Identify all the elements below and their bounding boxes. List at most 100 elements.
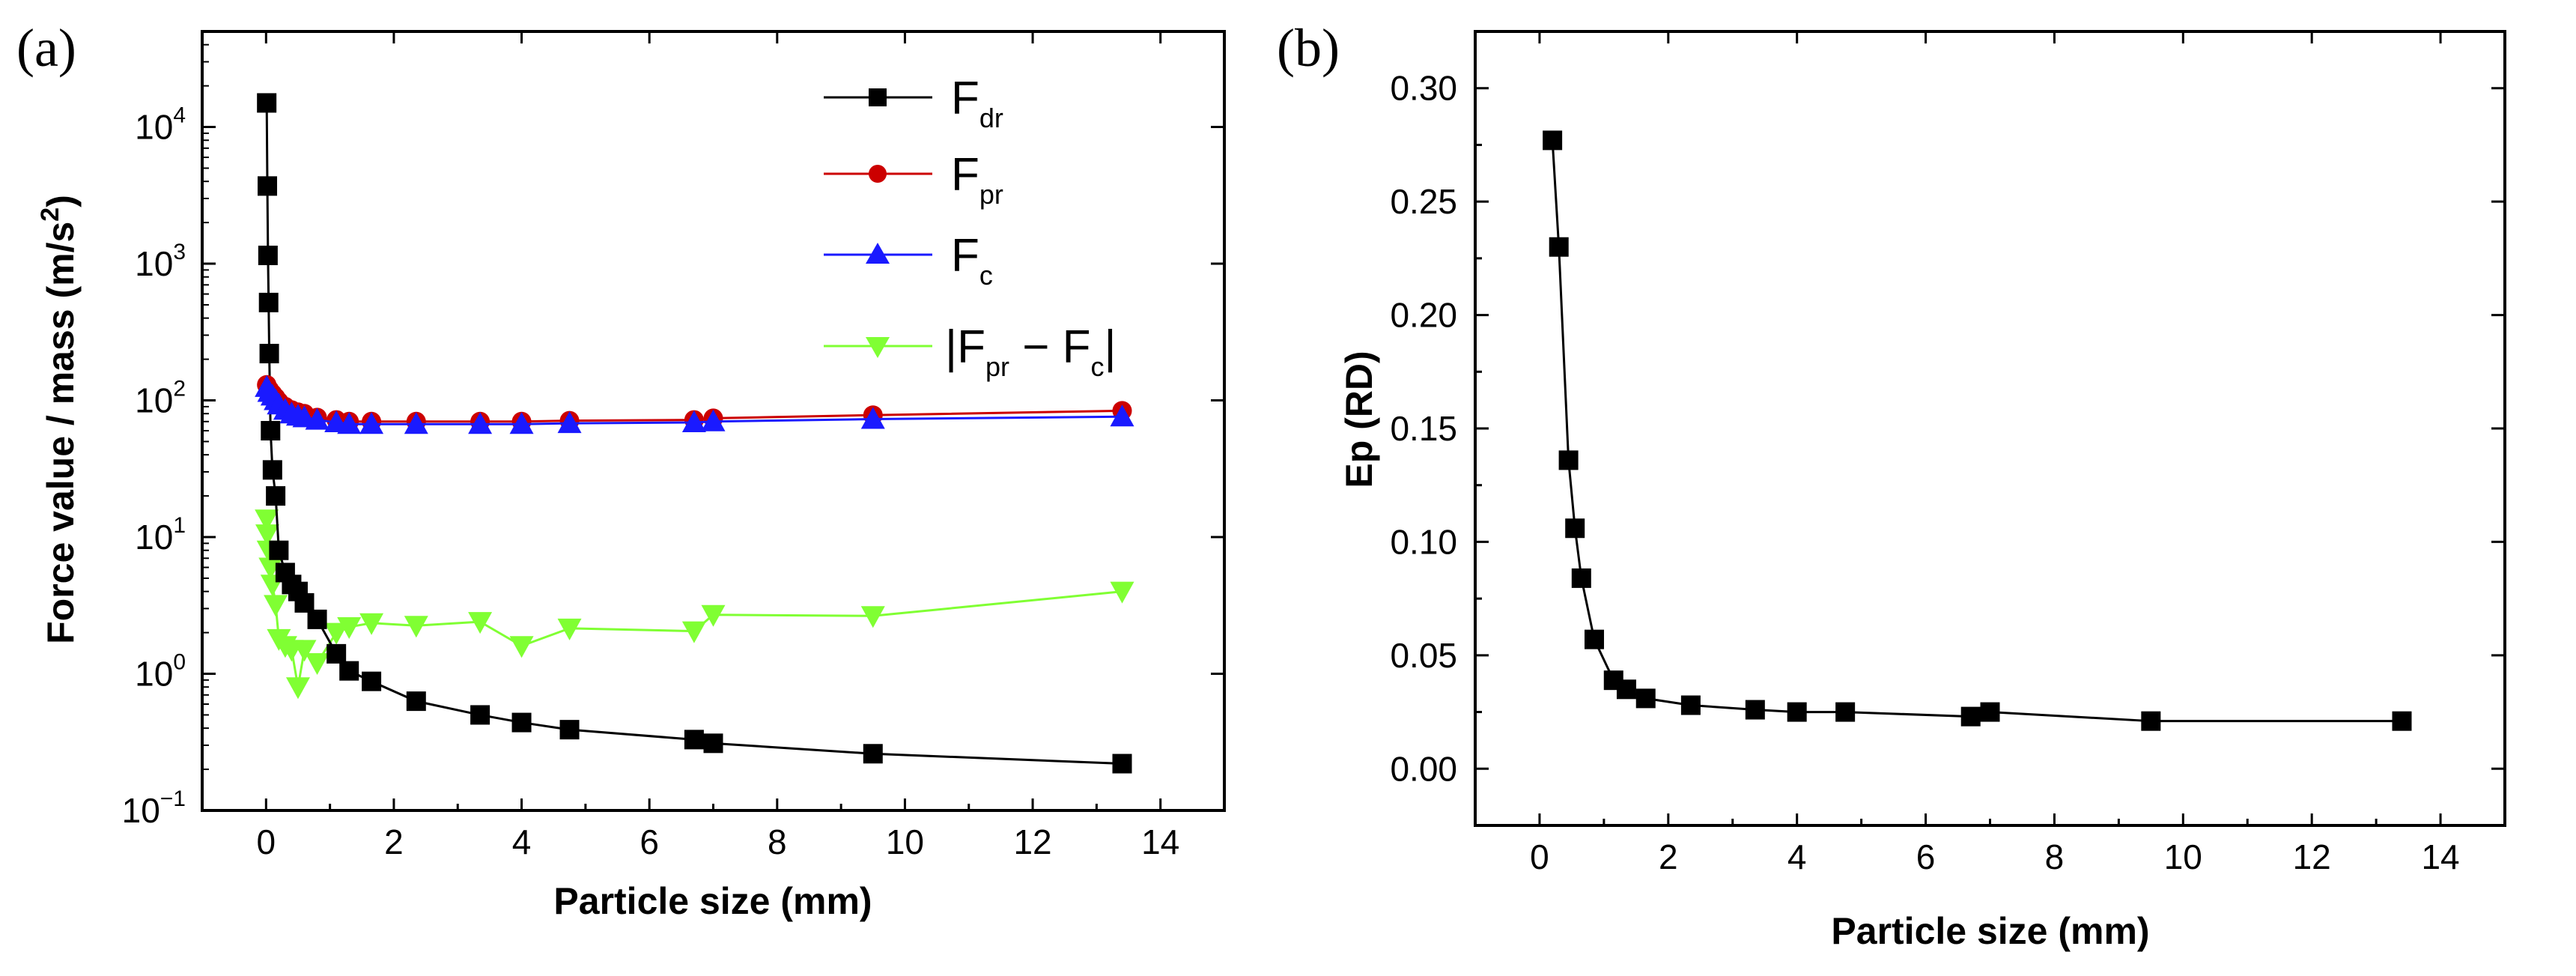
panel-a-y-axis-title-sup: 2 [36, 207, 64, 222]
panel-b-x-tick-label: 2 [1659, 837, 1678, 876]
data-point-diff [324, 622, 349, 645]
data-point-diff [557, 618, 582, 640]
panel-b-frame [1474, 30, 2506, 827]
panel-a-x-tick-label: 6 [640, 822, 659, 861]
panel-b-x-tick-label: 14 [2421, 837, 2459, 876]
legend-label-f-pr: Fpr [951, 149, 1003, 210]
legend-entry-diff: |Fpr − Fc| [824, 321, 1117, 382]
legend-marker-f-dr [869, 88, 887, 106]
data-point-diff [255, 509, 279, 532]
panel-a-frame [201, 30, 1226, 812]
legend-entry-f-c: Fc [824, 230, 993, 291]
data-point-ep [1745, 700, 1765, 720]
data-point-f-dr [307, 609, 327, 629]
data-point-diff [359, 613, 384, 635]
legend-f-dr-sub: dr [979, 103, 1003, 133]
panel-a-legend: Fdr Fpr Fc |Fpr − Fc| [824, 73, 1117, 382]
data-point-f-dr [684, 730, 704, 750]
data-point-ep [1571, 568, 1591, 588]
panel-a-series-layer [255, 93, 1134, 774]
data-point-f-c [404, 412, 428, 434]
panel-a-y-axis-title-tail: ) [40, 195, 82, 207]
data-point-f-dr [511, 712, 532, 733]
data-point-f-dr [262, 460, 282, 480]
data-point-f-dr [266, 486, 286, 506]
data-point-ep [1635, 688, 1656, 709]
data-point-f-dr [258, 245, 278, 265]
panel-a-label: (a) [16, 18, 76, 78]
panel-b: (b) 0 2 4 6 8 10 12 140.000.050.100.150.200.250… [1277, 18, 2506, 952]
data-point-f-dr [863, 744, 883, 764]
panel-a-y-tick-exp: 4 [173, 103, 186, 128]
data-point-f-dr [339, 661, 359, 681]
panel-b-x-tick-label: 8 [2045, 837, 2065, 876]
data-point-f-dr [703, 733, 723, 754]
panel-a-x-tick-label: 2 [384, 822, 404, 861]
panel-a-y-tick-exp: 2 [173, 377, 186, 401]
panel-a-y-tick-exp: 1 [173, 513, 186, 538]
data-point-ep [1543, 130, 1563, 151]
data-point-f-dr [258, 176, 278, 196]
panel-b-label: (b) [1277, 18, 1340, 78]
legend-label-f-c: Fc [951, 230, 993, 291]
legend-marker-f-c [866, 243, 890, 264]
data-point-ep [1980, 702, 2000, 722]
data-point-f-c [509, 412, 534, 434]
panel-a-y-tick-base: 10 [122, 791, 160, 830]
panel-b-x-tick-label: 10 [2164, 837, 2202, 876]
data-point-f-dr [1112, 754, 1132, 774]
data-point-diff [468, 612, 493, 634]
panel-a-y-tick-label: 100 [135, 650, 186, 694]
legend-diff-sub2: c [1091, 351, 1105, 382]
data-point-f-dr [261, 421, 281, 441]
panel-a-y-tick-base: 10 [135, 381, 173, 420]
panel-b-y-tick-label: 0.10 [1390, 522, 1457, 561]
panel-b-x-tick-label: 6 [1916, 837, 1936, 876]
panel-b-x-tick-label: 12 [2293, 837, 2331, 876]
legend-label-diff: |Fpr − Fc| [945, 321, 1117, 382]
panel-a-x-tick-label: 8 [768, 822, 787, 861]
data-point-f-c [1110, 404, 1134, 427]
data-point-f-c [359, 412, 384, 434]
panel-b-y-tick-label: 0.20 [1390, 296, 1457, 335]
panel-a-x-tick-label: 12 [1013, 822, 1051, 861]
panel-b-x-axis-title: Particle size (mm) [1831, 910, 2149, 952]
data-point-diff [404, 616, 428, 638]
data-point-ep [1960, 706, 1981, 727]
legend-diff-sub1: pr [985, 351, 1009, 382]
panel-a-y-tick-exp: −1 [160, 786, 186, 811]
panel-b-y-tick-label: 0.30 [1390, 69, 1457, 108]
panel-a-x-axis-title: Particle size (mm) [553, 880, 872, 922]
legend-diff-main: |F [945, 321, 985, 373]
series-ep [1543, 130, 2412, 731]
data-point-f-c [337, 412, 362, 434]
panel-a-x-tick-label: 10 [886, 822, 924, 861]
data-point-diff [255, 524, 280, 547]
legend-diff-mid: − F [1009, 321, 1091, 373]
data-point-f-c [681, 410, 706, 432]
data-point-diff [509, 636, 534, 658]
legend-f-c-main: F [951, 230, 979, 282]
legend-label-f-dr: Fdr [951, 73, 1003, 133]
panel-a-y-tick-label: 103 [135, 240, 186, 283]
panel-a-y-tick-base: 10 [135, 108, 173, 147]
panel-a-y-tick-base: 10 [135, 244, 173, 283]
legend-diff-end: | [1105, 321, 1117, 373]
panel-a-x-tick-label: 4 [512, 822, 532, 861]
panel-a-y-tick-base: 10 [135, 655, 173, 694]
data-point-f-c [860, 407, 885, 429]
legend-f-pr-sub: pr [979, 179, 1003, 210]
panel-b-y-tick-label: 0.15 [1390, 409, 1457, 448]
data-point-diff [305, 653, 329, 676]
legend-f-pr-main: F [951, 149, 979, 201]
panel-a-y-tick-label: 10−1 [122, 786, 186, 830]
panel-a-y-tick-exp: 0 [173, 650, 186, 675]
legend-entry-f-dr: Fdr [824, 73, 1003, 133]
legend-f-c-sub: c [979, 260, 993, 291]
data-point-f-c [305, 407, 329, 430]
data-point-ep [1584, 629, 1604, 649]
panel-a-y-tick-label: 101 [135, 513, 186, 557]
data-point-diff [337, 617, 362, 640]
